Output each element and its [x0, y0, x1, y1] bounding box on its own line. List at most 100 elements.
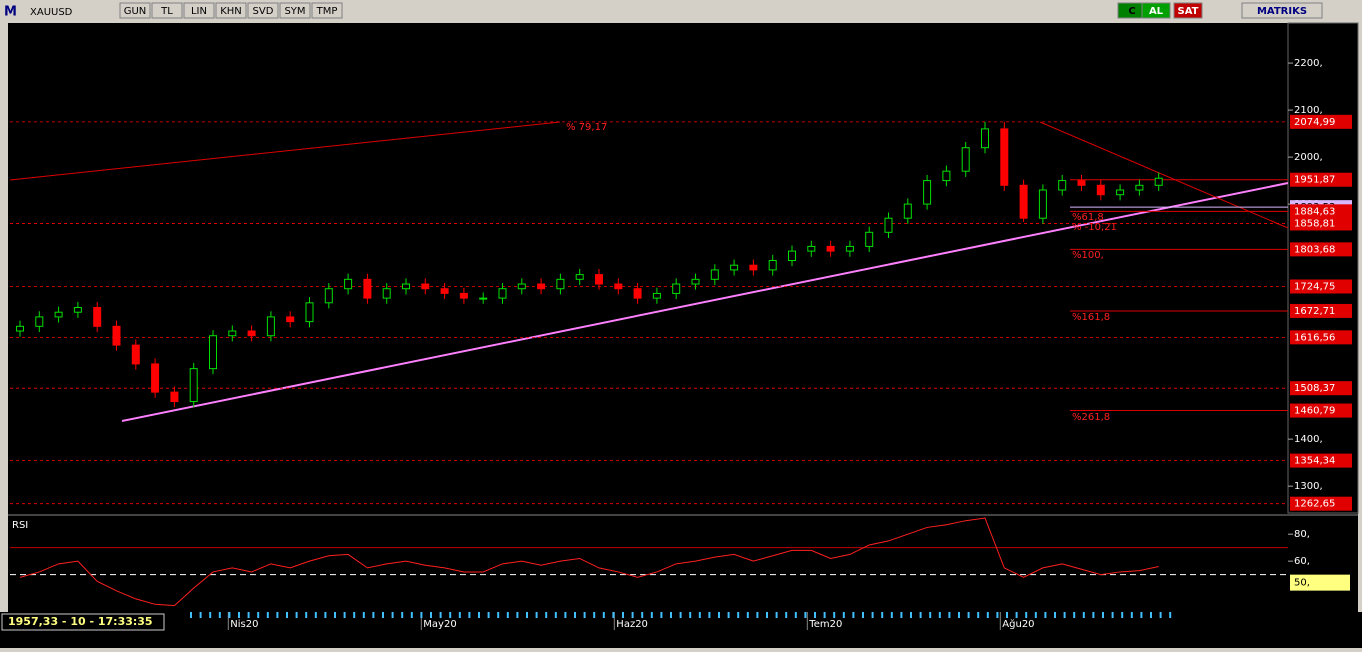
toolbar-button[interactable]: [1173, 2, 1203, 19]
time-tick: [1054, 612, 1056, 618]
candle-body: [807, 245, 816, 252]
time-tick: [497, 612, 500, 618]
toolbar-label: GUN: [124, 6, 147, 17]
time-tick: [689, 612, 692, 618]
toolbar-button[interactable]: [183, 2, 215, 19]
level-label: 1460,79: [1294, 406, 1335, 417]
time-tick: [1140, 612, 1143, 618]
time-tick: [266, 612, 269, 618]
time-tick: [986, 612, 989, 618]
time-tick: [238, 612, 240, 618]
time-tick: [583, 612, 586, 618]
candle-body: [382, 288, 391, 299]
time-tick: [545, 612, 548, 618]
time-tick: [708, 612, 711, 618]
time-tick: [593, 612, 596, 618]
x-tick-label: Haz20: [616, 619, 648, 630]
level-label: 1724,75: [1294, 281, 1335, 292]
y-tick-label: 2000,: [1294, 152, 1323, 163]
candle-body: [1135, 184, 1144, 191]
logo: M: [4, 5, 17, 20]
time-tick: [1015, 612, 1018, 618]
time-tick: [650, 612, 653, 618]
time-tick: [1111, 612, 1114, 618]
level-label: 1262,65: [1294, 499, 1335, 510]
toolbar-button[interactable]: [1141, 2, 1171, 19]
rsi-mid-box: [1290, 574, 1350, 591]
time-tick: [353, 612, 356, 618]
candle-body: [1038, 189, 1047, 219]
time-tick: [1006, 612, 1008, 618]
time-tick: [775, 612, 778, 618]
candle-body: [730, 264, 739, 271]
level-label: 1951,87: [1294, 175, 1335, 186]
time-tick: [938, 612, 941, 618]
y-tick-label: 2200,: [1294, 58, 1323, 69]
toolbar-button[interactable]: [279, 2, 311, 19]
toolbar-label: LIN: [191, 6, 207, 17]
time-tick: [1169, 612, 1172, 618]
toolbar-label: SYM: [284, 6, 305, 17]
time-tick: [766, 612, 768, 618]
time-tick: [804, 612, 807, 618]
candle-body: [498, 288, 507, 299]
time-tick: [967, 612, 970, 618]
trendline: [9, 121, 561, 181]
candle-body: [209, 335, 217, 370]
level-box: [1290, 381, 1352, 396]
candle-body: [556, 278, 565, 290]
time-tick: [228, 612, 231, 618]
candle-body: [1116, 189, 1125, 196]
toolbar-label: KHN: [220, 6, 242, 17]
toolbar-button[interactable]: [311, 2, 343, 19]
time-tick: [1102, 612, 1104, 618]
time-tick: [660, 612, 663, 618]
candle-body: [189, 368, 198, 403]
annotation: %161,8: [1072, 312, 1110, 323]
time-tick: [852, 612, 855, 618]
time-tick: [420, 612, 423, 618]
time-tick: [372, 612, 375, 618]
time-tick: [535, 612, 538, 618]
time-tick: [1025, 612, 1028, 618]
time-tick: [1150, 612, 1152, 618]
toolbar-button[interactable]: [119, 2, 151, 19]
time-tick: [622, 612, 624, 618]
time-tick: [305, 612, 308, 618]
candle-body: [884, 217, 893, 233]
time-tick: [449, 612, 452, 618]
candle-body: [595, 274, 603, 285]
time-tick: [574, 612, 576, 618]
level-box: [1290, 114, 1352, 129]
time-tick: [487, 612, 490, 618]
candle-body: [440, 288, 449, 294]
annotation: %261,8: [1072, 412, 1110, 423]
toolbar-label: C: [1128, 6, 1135, 17]
time-tick: [641, 612, 644, 618]
toolbar-button[interactable]: [1241, 2, 1323, 19]
level-label: 2074,99: [1294, 117, 1335, 128]
time-tick: [382, 612, 384, 618]
time-tick: [410, 612, 413, 618]
trendline: [1039, 121, 1289, 229]
time-tick: [199, 612, 202, 618]
toolbar-label: MATRIKS: [1257, 6, 1307, 17]
time-tick: [401, 612, 404, 618]
candle-body: [73, 307, 82, 313]
toolbar-button[interactable]: [247, 2, 279, 19]
time-tick: [554, 612, 557, 618]
toolbar-button[interactable]: [215, 2, 247, 19]
time-tick: [295, 612, 298, 618]
time-tick: [506, 612, 509, 618]
time-tick: [468, 612, 471, 618]
time-tick: [881, 612, 884, 618]
time-tick: [602, 612, 605, 618]
candle-body: [247, 330, 256, 337]
time-tick: [900, 612, 903, 618]
candle-body: [845, 245, 854, 252]
level-label: 1354,34: [1294, 456, 1335, 467]
toolbar-button[interactable]: [151, 2, 183, 19]
candle-body: [151, 363, 160, 393]
rsi-title: RSI: [12, 520, 28, 531]
